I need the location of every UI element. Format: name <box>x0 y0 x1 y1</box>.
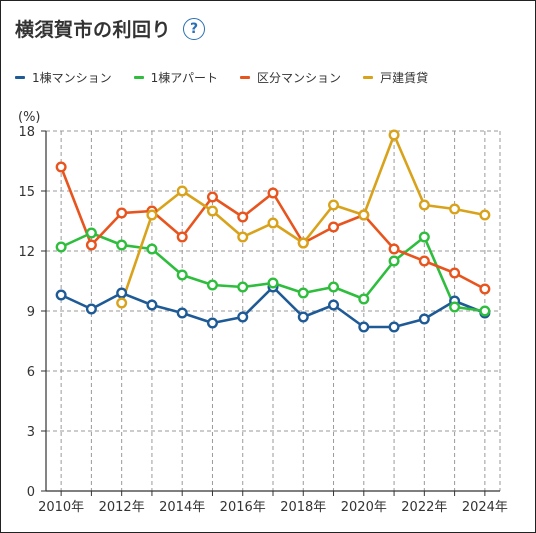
data-point <box>328 299 340 311</box>
chart-legend: 1棟マンション 1棟アパート 区分マンション 戸建賃貸 <box>15 69 428 86</box>
data-point <box>358 293 370 305</box>
data-point <box>297 311 309 323</box>
y-tick-label: 15 <box>18 185 35 200</box>
data-point <box>237 231 249 243</box>
data-point <box>176 185 188 197</box>
data-point <box>479 209 491 221</box>
x-tick-label: 2024年 <box>462 500 508 515</box>
legend-item[interactable]: 1棟アパート <box>133 69 219 86</box>
y-tick-label: 12 <box>18 245 35 260</box>
legend-swatch <box>363 76 374 79</box>
question-circle-icon[interactable]: ? <box>183 17 206 40</box>
legend-swatch <box>15 76 25 79</box>
data-point <box>146 299 158 311</box>
y-tick-label: 18 <box>18 125 35 140</box>
x-tick-label: 2010年 <box>38 500 84 515</box>
data-point <box>328 199 340 211</box>
legend-label: 戸建賃貸 <box>380 71 429 85</box>
chart-header: 横須賀市の利回り ? <box>15 15 206 42</box>
legend-swatch <box>133 76 144 79</box>
data-point <box>206 317 218 329</box>
y-axis-unit: (%) <box>18 110 41 125</box>
data-point <box>146 209 158 221</box>
data-point <box>328 281 340 293</box>
data-point <box>267 187 279 199</box>
data-point <box>55 289 67 301</box>
data-point <box>176 269 188 281</box>
data-point <box>388 321 400 333</box>
data-point <box>358 209 370 221</box>
x-tick-label: 2012年 <box>99 500 145 515</box>
legend-label: 区分マンション <box>257 71 342 85</box>
data-point <box>237 311 249 323</box>
data-point <box>206 279 218 291</box>
data-point <box>176 231 188 243</box>
data-point <box>116 297 128 309</box>
legend-label: 1棟アパート <box>150 71 219 85</box>
data-point <box>449 203 461 215</box>
data-point <box>55 161 67 173</box>
data-point <box>116 239 128 251</box>
y-tick-label: 6 <box>27 365 35 380</box>
data-point <box>206 205 218 217</box>
data-point <box>116 287 128 299</box>
data-point <box>55 241 67 253</box>
data-point <box>418 231 430 243</box>
data-point <box>449 301 461 313</box>
data-point <box>297 237 309 249</box>
x-tick-label: 2016年 <box>220 500 266 515</box>
data-point <box>388 243 400 255</box>
x-tick-label: 2014年 <box>159 500 205 515</box>
data-point <box>116 207 128 219</box>
data-point <box>358 321 370 333</box>
legend-item[interactable]: 1棟マンション <box>15 69 112 86</box>
x-tick-label: 2018年 <box>280 500 326 515</box>
legend-label: 1棟マンション <box>32 71 112 85</box>
data-point <box>237 281 249 293</box>
data-point <box>206 191 218 203</box>
data-point <box>388 255 400 267</box>
data-point <box>449 267 461 279</box>
data-point <box>85 239 97 251</box>
x-tick-label: 2022年 <box>401 500 447 515</box>
data-point <box>237 211 249 223</box>
data-point <box>297 287 309 299</box>
legend-item[interactable]: 戸建賃貸 <box>363 69 428 86</box>
data-point <box>146 243 158 255</box>
data-point <box>267 277 279 289</box>
data-point <box>418 313 430 325</box>
data-point <box>267 217 279 229</box>
data-point <box>418 199 430 211</box>
data-point <box>85 227 97 239</box>
data-point <box>479 305 491 317</box>
data-point <box>328 221 340 233</box>
data-point <box>176 307 188 319</box>
x-tick-label: 2020年 <box>341 500 387 515</box>
legend-item[interactable]: 区分マンション <box>240 69 341 86</box>
legend-swatch <box>240 76 251 79</box>
y-tick-label: 0 <box>27 485 35 500</box>
data-point <box>388 129 400 141</box>
data-point <box>479 283 491 295</box>
data-point <box>85 303 97 315</box>
chart-title: 横須賀市の利回り <box>15 19 172 41</box>
y-tick-label: 3 <box>27 425 35 440</box>
y-tick-label: 9 <box>27 305 35 320</box>
data-point <box>418 255 430 267</box>
